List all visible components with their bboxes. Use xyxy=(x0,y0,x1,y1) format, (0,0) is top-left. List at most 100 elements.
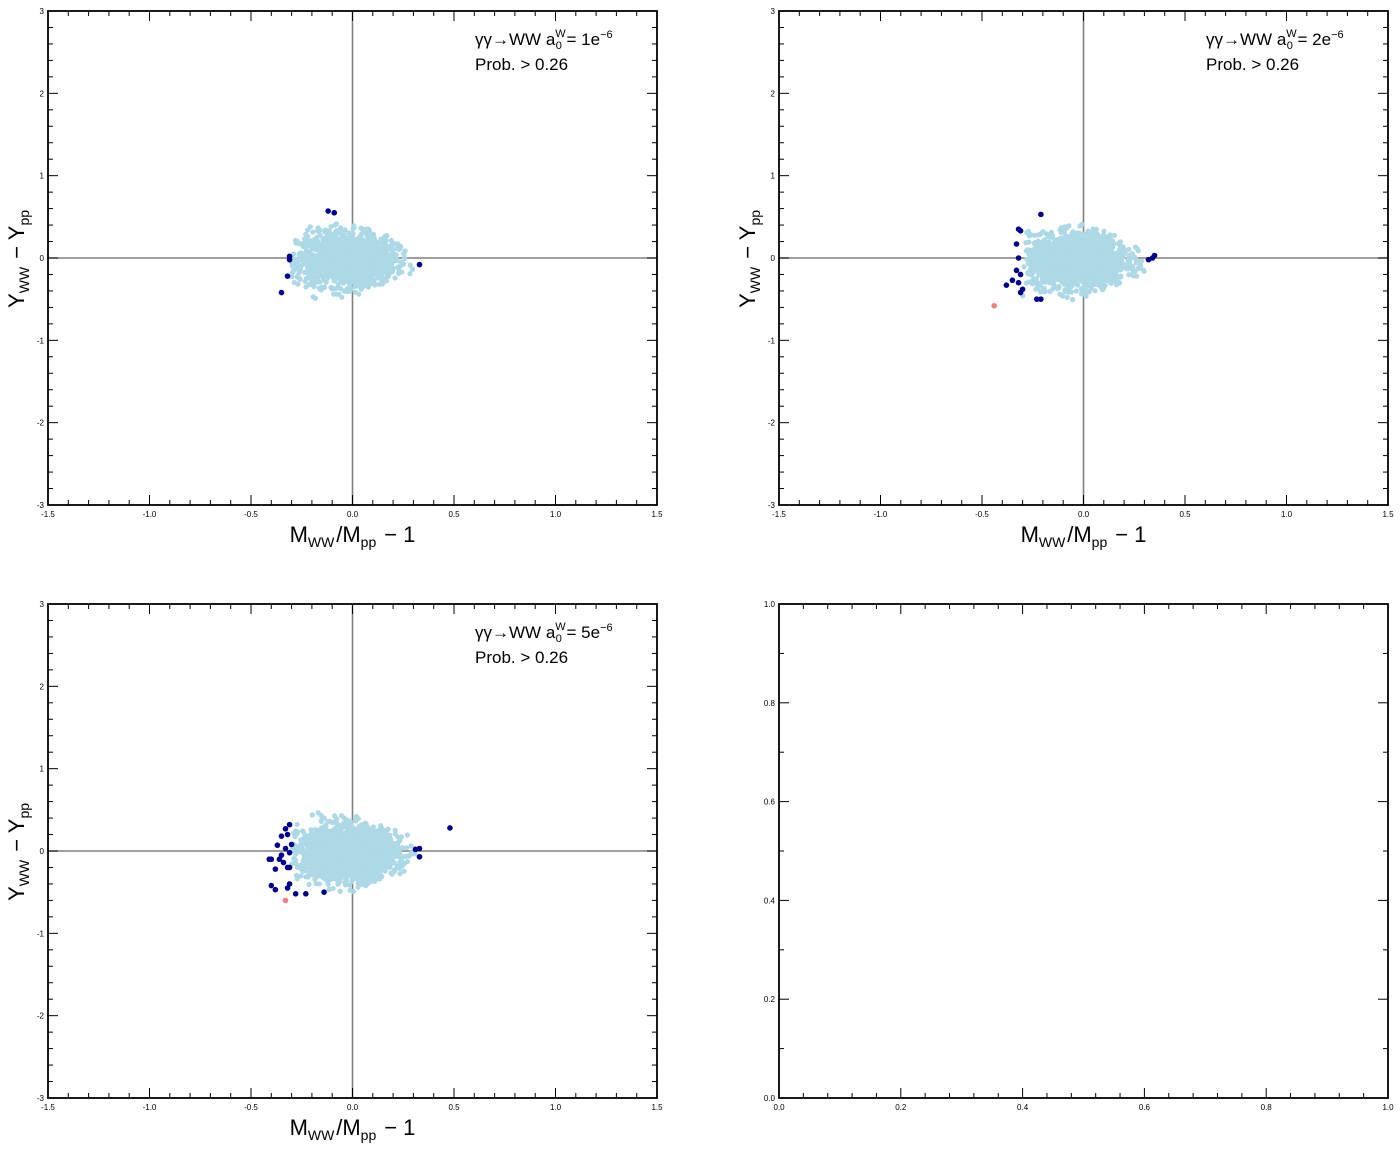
cloud-point xyxy=(1102,267,1108,273)
cloud-point xyxy=(1062,282,1068,288)
cloud-point xyxy=(344,235,350,242)
cloud-point xyxy=(313,280,319,286)
cloud-point xyxy=(314,240,321,246)
y-tick-label: -2 xyxy=(768,419,776,428)
y-tick-label: 0 xyxy=(771,254,776,263)
cloud-point xyxy=(373,244,380,250)
outliers-point xyxy=(1038,296,1044,302)
cloud-point xyxy=(1098,259,1104,265)
outliers-point xyxy=(1013,267,1020,274)
cloud-point xyxy=(291,855,297,862)
cloud-point xyxy=(326,886,332,893)
plot-area xyxy=(48,11,657,505)
cloud-point xyxy=(337,265,343,272)
cloud-point xyxy=(389,249,396,255)
cloud-point xyxy=(368,253,374,259)
outliers-point xyxy=(1015,279,1022,286)
cloud-point xyxy=(1038,288,1044,295)
y-tick-label: -3 xyxy=(37,501,45,510)
cloud-point xyxy=(342,240,348,246)
cloud-point xyxy=(318,812,324,818)
outliers-point xyxy=(284,273,291,279)
cloud-point xyxy=(1041,270,1047,277)
cloud-point xyxy=(366,241,372,247)
cloud-point xyxy=(306,881,312,888)
cloud-point xyxy=(360,255,366,261)
cloud-point xyxy=(1064,260,1070,266)
cloud-point xyxy=(325,237,331,243)
cloud-point xyxy=(357,276,363,283)
cloud-point xyxy=(1113,269,1119,275)
cloud-point xyxy=(1069,297,1076,303)
cloud-point xyxy=(355,880,361,887)
cloud-point xyxy=(388,237,394,244)
cloud-point xyxy=(298,873,304,879)
cloud-point xyxy=(352,282,358,288)
cloud-point xyxy=(1065,285,1071,292)
cloud-point xyxy=(346,281,353,287)
y-tick-label: -3 xyxy=(768,501,776,510)
x-tick-label: 0.0 xyxy=(347,510,359,519)
cloud-point xyxy=(1130,273,1136,279)
cloud-point xyxy=(401,251,407,258)
cloud-point xyxy=(384,270,390,277)
outliers-point xyxy=(416,261,423,268)
x-axis-label: MWW /Mpp − 1 xyxy=(290,522,416,550)
cloud-point xyxy=(1101,263,1107,269)
cloud-point xyxy=(1081,237,1087,243)
cloud-point xyxy=(335,285,341,291)
cloud-point xyxy=(325,255,332,261)
cloud-point xyxy=(1061,239,1068,245)
cloud-point xyxy=(332,222,338,228)
cloud-point xyxy=(396,270,402,276)
cloud-point xyxy=(371,239,377,245)
cloud-point xyxy=(344,249,350,255)
cloud-point xyxy=(407,271,413,277)
cloud-point xyxy=(378,250,385,256)
cloud-point xyxy=(289,273,295,280)
y-tick-label: 2 xyxy=(771,89,776,98)
cloud-point xyxy=(1078,252,1084,258)
plot-area xyxy=(779,11,1388,505)
cloud-point xyxy=(407,262,413,268)
cloud-point xyxy=(338,225,344,231)
cloud-point xyxy=(1041,266,1047,273)
highlight-point xyxy=(991,302,997,309)
cloud-point xyxy=(313,247,319,253)
cloud-point xyxy=(294,240,300,246)
cloud-point xyxy=(1051,271,1057,277)
cloud-point xyxy=(310,229,316,235)
cloud-point xyxy=(335,880,342,886)
cloud-point xyxy=(1097,235,1103,241)
cloud-point xyxy=(1026,233,1032,239)
cloud-point xyxy=(374,256,380,263)
cloud-point xyxy=(1111,232,1117,238)
cloud-point xyxy=(1048,275,1054,281)
cloud-point xyxy=(1107,271,1113,278)
cloud-point xyxy=(316,262,322,268)
cloud-point xyxy=(340,280,347,286)
cloud-point xyxy=(346,287,353,293)
cloud-point xyxy=(305,270,311,276)
cloud-point xyxy=(364,258,371,264)
cloud-point xyxy=(1100,285,1107,291)
cloud-point xyxy=(1118,249,1124,255)
cloud-point xyxy=(1074,256,1081,263)
cloud-point xyxy=(298,264,304,270)
cloud-point xyxy=(290,251,297,257)
cloud-point xyxy=(350,239,356,246)
y-tick-label: -1 xyxy=(37,336,45,345)
x-axis-label: MWW /Mpp − 1 xyxy=(1021,522,1147,550)
cloud-point xyxy=(404,832,410,838)
x-tick-label: 1.5 xyxy=(651,510,663,519)
y-tick-label: -2 xyxy=(37,419,45,428)
cloud-point xyxy=(296,257,302,264)
cloud-point xyxy=(1029,281,1036,287)
cloud-point xyxy=(1094,243,1100,249)
cloud-point xyxy=(1060,244,1066,250)
cloud-point xyxy=(1079,221,1085,227)
cloud-point xyxy=(1092,288,1098,294)
ticks xyxy=(47,10,658,506)
cloud-point xyxy=(1047,289,1053,295)
